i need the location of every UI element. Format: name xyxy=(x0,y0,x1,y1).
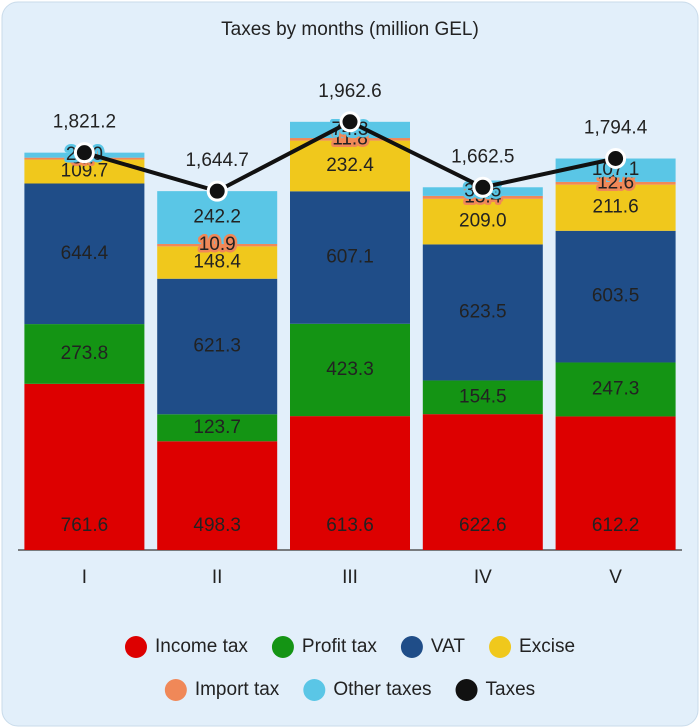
x-tick-label: III xyxy=(342,567,358,588)
bar-segment xyxy=(157,243,278,247)
data-label: 613.6 xyxy=(326,515,374,536)
bar-segment xyxy=(422,380,543,415)
legend-marker xyxy=(400,636,423,658)
legend-label: Other taxes xyxy=(333,679,431,700)
bar-segment xyxy=(555,230,676,363)
data-label: 1,644.7 xyxy=(185,150,248,171)
data-label: 154.5 xyxy=(459,386,507,407)
data-label: 423.3 xyxy=(326,359,374,380)
data-label: 1,662.5 xyxy=(451,146,514,167)
data-label: 10.9 xyxy=(199,234,236,255)
data-label: 607.1 xyxy=(326,247,374,268)
data-label: 761.6 xyxy=(61,515,109,536)
legend-marker xyxy=(124,636,147,658)
bar-segment xyxy=(24,159,145,184)
legend-label: Excise xyxy=(519,636,575,657)
legend-marker xyxy=(489,636,512,658)
bar-segment xyxy=(290,191,410,324)
line-point xyxy=(605,147,627,169)
legend-marker xyxy=(455,679,478,701)
legend-label: Import tax xyxy=(195,679,280,700)
line-point xyxy=(73,142,95,164)
x-tick-label: V xyxy=(609,567,622,588)
bar-segment xyxy=(24,183,145,325)
bar-segment xyxy=(157,246,278,279)
bar-segment xyxy=(290,416,410,550)
data-label: 109.7 xyxy=(61,161,109,182)
data-label: 247.3 xyxy=(592,378,640,399)
data-label: 1,794.4 xyxy=(584,118,648,139)
bar-segment xyxy=(157,441,278,550)
bar-segment xyxy=(24,383,145,550)
data-label: 622.6 xyxy=(459,515,507,536)
data-label: 644.4 xyxy=(61,243,109,264)
bar-segment xyxy=(555,362,676,417)
bar-segment xyxy=(555,181,676,185)
data-label: 1,821.2 xyxy=(53,112,116,133)
data-label: 242.2 xyxy=(193,207,241,228)
bar-segment xyxy=(157,414,278,442)
data-label: 612.2 xyxy=(592,515,640,536)
data-label: 211.6 xyxy=(593,197,639,218)
data-label: 498.3 xyxy=(193,515,241,536)
bar-segment xyxy=(290,140,410,192)
bar-segment xyxy=(555,416,676,550)
chart-title: Taxes by months (million GEL) xyxy=(221,19,479,40)
data-label: 273.8 xyxy=(61,343,109,364)
line-point xyxy=(339,111,361,133)
x-tick-label: IV xyxy=(474,567,492,588)
legend-label: Income tax xyxy=(155,636,248,657)
data-label: 148.4 xyxy=(193,252,241,273)
data-label: 621.3 xyxy=(193,336,241,357)
bar-segment xyxy=(24,324,145,384)
legend-label: Taxes xyxy=(486,679,536,700)
legend-marker xyxy=(164,679,187,701)
bar-segment xyxy=(290,323,410,417)
bar-segment xyxy=(555,184,676,231)
data-label: 603.5 xyxy=(592,286,640,307)
bar-segment xyxy=(422,198,543,245)
x-tick-label: II xyxy=(212,567,223,588)
legend-label: VAT xyxy=(431,636,466,657)
legend-marker xyxy=(271,636,294,658)
bar-segment xyxy=(422,244,543,381)
data-label: 623.5 xyxy=(459,301,507,322)
data-label: 232.4 xyxy=(326,155,374,176)
legend-marker xyxy=(303,679,326,701)
bar-segment xyxy=(422,414,543,550)
legend-label: Profit tax xyxy=(302,636,377,657)
data-label: 12.6 xyxy=(597,172,634,193)
data-label: 1,962.6 xyxy=(318,81,381,102)
bar-segment xyxy=(290,138,410,141)
line-point xyxy=(472,176,494,198)
x-tick-label: I xyxy=(82,567,87,588)
line-point xyxy=(206,180,228,202)
data-label: 123.7 xyxy=(193,417,241,438)
bar-segment xyxy=(157,278,278,415)
data-label: 209.0 xyxy=(459,211,507,232)
